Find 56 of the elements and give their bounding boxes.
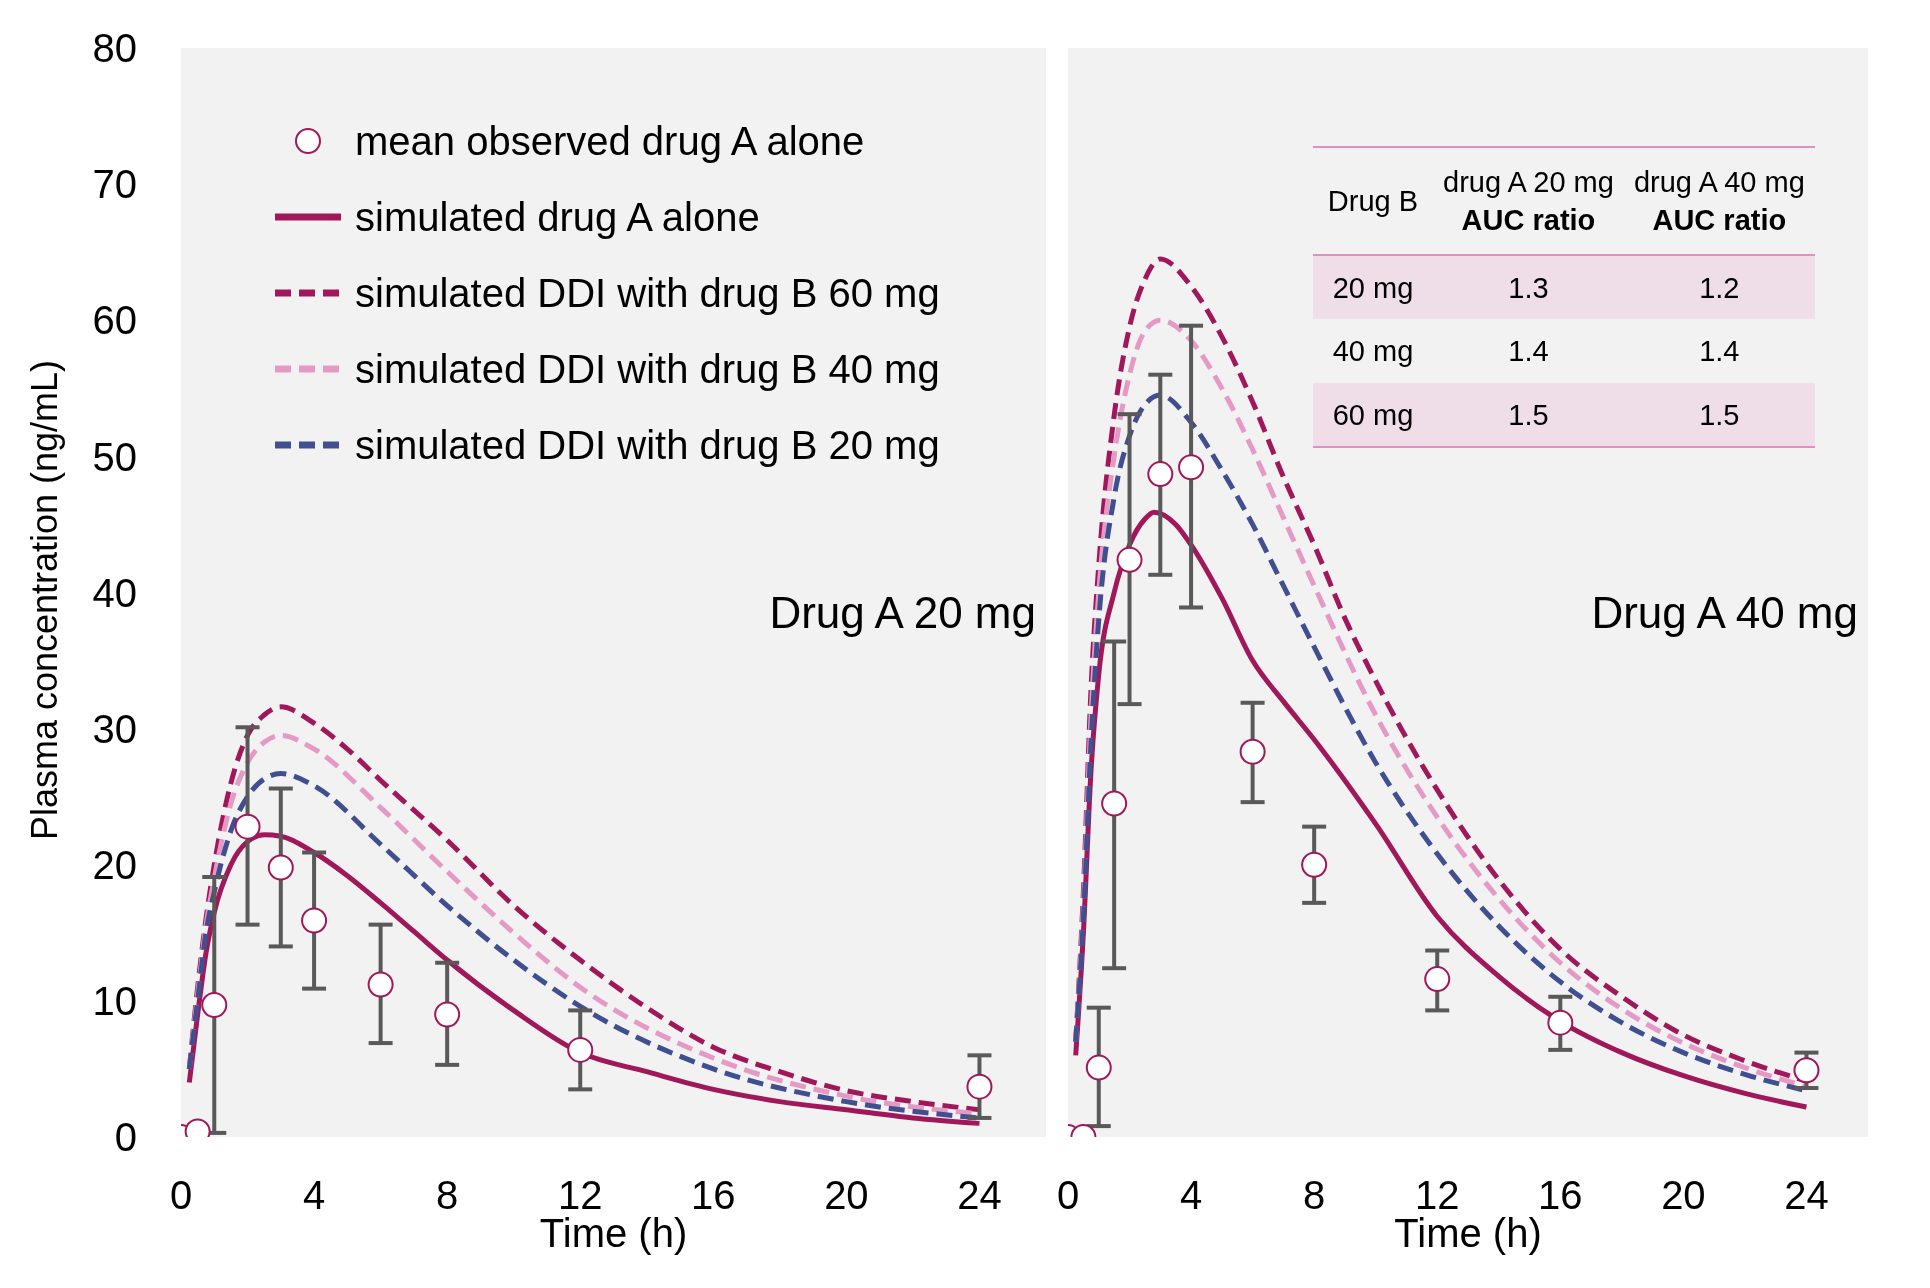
x-tick-label: 20 bbox=[1661, 1173, 1706, 1218]
x-tick-label: 0 bbox=[1056, 1173, 1080, 1218]
point bbox=[1116, 546, 1143, 573]
x-tick-label: 16 bbox=[691, 1173, 736, 1218]
x-tick-label: 24 bbox=[957, 1173, 1002, 1218]
point bbox=[1085, 1054, 1112, 1081]
annotation: 1.5 bbox=[1507, 397, 1550, 433]
annotation: Drug B bbox=[1326, 184, 1420, 219]
point bbox=[1793, 1057, 1820, 1084]
y-axis-title: Plasma concentration (ng/mL) bbox=[24, 359, 66, 841]
legend-label: mean observed drug A alone bbox=[355, 118, 865, 164]
y-tick-label: 20 bbox=[92, 842, 137, 887]
point bbox=[267, 854, 294, 881]
point bbox=[966, 1073, 993, 1100]
annotation: drug A 40 mg AUC ratio bbox=[1633, 165, 1805, 238]
x-tick-label: 4 bbox=[1179, 1173, 1203, 1218]
point bbox=[234, 813, 261, 840]
legend-label: simulated drug A alone bbox=[355, 194, 760, 240]
point bbox=[434, 1001, 461, 1028]
y-tick-label: 30 bbox=[92, 706, 137, 751]
y-tick-label: 40 bbox=[92, 570, 137, 615]
x-tick-label: 24 bbox=[1784, 1173, 1829, 1218]
point bbox=[1101, 790, 1128, 817]
point bbox=[367, 971, 394, 998]
annotation: 60 mg bbox=[1331, 397, 1415, 433]
x-tick-label: 8 bbox=[436, 1173, 459, 1218]
table-row: 40 mg 1.4 1.4 bbox=[1313, 319, 1815, 383]
y-tick-label: 50 bbox=[92, 434, 137, 479]
annotation: 1.3 bbox=[1507, 270, 1550, 306]
annotation: 1.2 bbox=[1698, 270, 1741, 306]
y-tick-label: 80 bbox=[92, 26, 137, 71]
y-tick-label: 10 bbox=[92, 979, 137, 1024]
y-tick-label: 60 bbox=[92, 298, 137, 343]
point bbox=[1547, 1009, 1574, 1036]
point bbox=[201, 991, 228, 1018]
point bbox=[567, 1036, 594, 1063]
annotation: 20 mg bbox=[1331, 270, 1415, 306]
x-tick-label: 0 bbox=[169, 1173, 193, 1218]
y-tick-label: 70 bbox=[92, 162, 137, 207]
legend-label: simulated DDI with drug B 20 mg bbox=[355, 422, 940, 468]
y-tick-label: 0 bbox=[114, 1115, 137, 1160]
x-tick-label: 20 bbox=[824, 1173, 869, 1218]
x-tick-label: 8 bbox=[1303, 1173, 1326, 1218]
point bbox=[1239, 738, 1266, 765]
point bbox=[1147, 461, 1174, 488]
annotation: drug A 20 mg AUC ratio bbox=[1443, 165, 1614, 238]
x-tick-label: 4 bbox=[302, 1173, 326, 1218]
point bbox=[1424, 966, 1451, 993]
annotation: Drug A 20 mg bbox=[769, 588, 1036, 638]
annotation: 1.5 bbox=[1698, 397, 1741, 433]
point bbox=[301, 907, 328, 934]
point bbox=[1178, 454, 1205, 481]
point bbox=[1301, 851, 1328, 878]
legend-label: simulated DDI with drug B 60 mg bbox=[355, 270, 940, 316]
annotation: Drug A 40 mg bbox=[1591, 588, 1858, 638]
legend-label: simulated DDI with drug B 40 mg bbox=[355, 346, 940, 392]
